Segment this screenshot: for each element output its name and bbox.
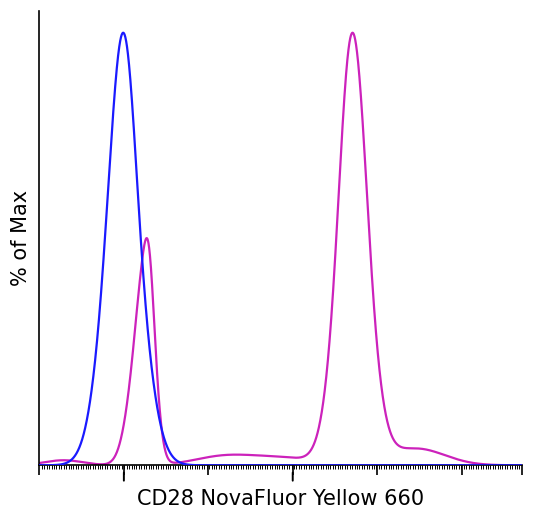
X-axis label: CD28 NovaFluor Yellow 660: CD28 NovaFluor Yellow 660 <box>137 489 424 509</box>
Y-axis label: % of Max: % of Max <box>11 190 31 286</box>
